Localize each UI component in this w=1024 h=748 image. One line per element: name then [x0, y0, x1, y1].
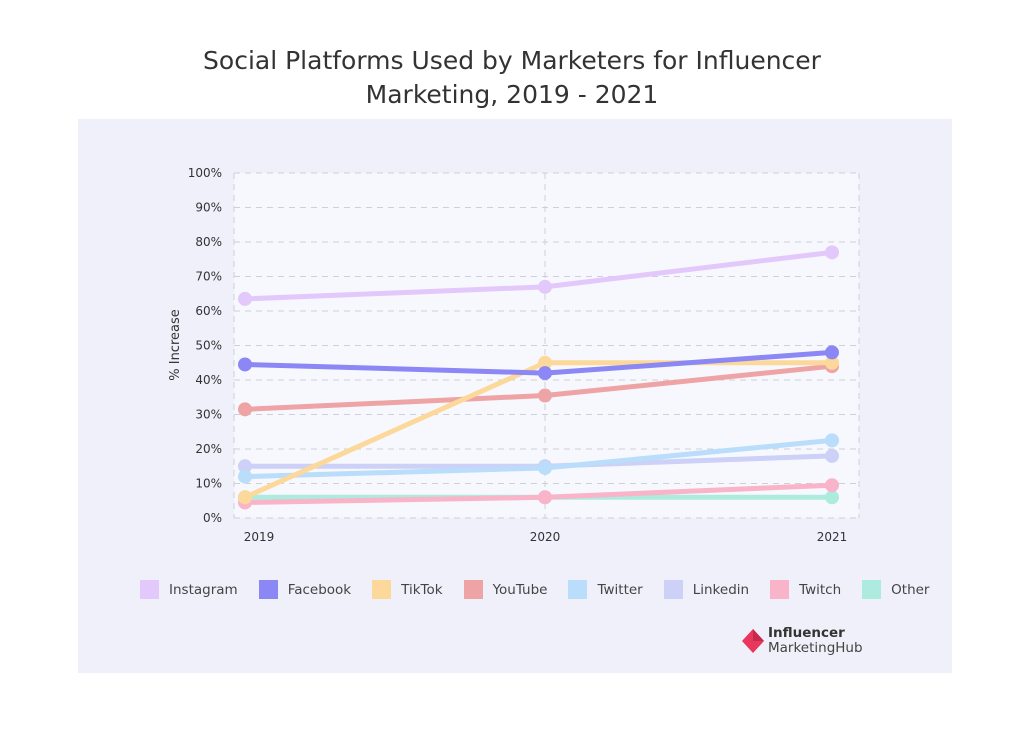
title-line-1: Social Platforms Used by Marketers for I…	[203, 46, 821, 75]
data-point	[538, 460, 552, 475]
legend-label: Linkedin	[692, 581, 750, 598]
data-point	[825, 245, 839, 260]
series-facebook	[238, 345, 839, 381]
data-point	[238, 291, 252, 306]
data-point	[538, 388, 552, 403]
series-group	[238, 245, 839, 510]
legend: Instagram Facebook TikTok YouTube Twitter Lin…	[140, 580, 951, 599]
legend-swatch	[862, 580, 882, 599]
data-point	[825, 355, 839, 370]
legend-label: Twitter	[597, 581, 643, 598]
y-tick-labels: 0% 10% 20% 30% 40% 50% 60% 70% 80% 90% 100%	[188, 166, 222, 525]
y-tick-label: 80%	[195, 235, 222, 249]
legend-swatch	[463, 580, 483, 599]
series-tiktok	[238, 355, 839, 505]
series-instagram	[238, 245, 839, 306]
series-twitter	[238, 433, 839, 484]
legend-item-instagram: Instagram	[140, 580, 238, 599]
legend-label: Other	[891, 581, 930, 598]
legend-swatch	[372, 580, 392, 599]
legend-item-facebook: Facebook	[258, 580, 352, 599]
x-tick-label: 2020	[530, 530, 561, 544]
legend-item-twitch: Twitch	[770, 580, 841, 599]
y-tick-label: 0%	[203, 511, 222, 525]
data-point	[238, 459, 252, 474]
legend-item-linkedin: Linkedin	[663, 580, 750, 599]
data-point	[538, 355, 552, 370]
legend-label: YouTube	[492, 581, 548, 598]
y-tick-label: 40%	[195, 373, 222, 387]
data-point	[238, 357, 252, 372]
data-point	[825, 345, 839, 360]
brand-line-2: MarketingHub	[768, 640, 863, 656]
y-axis-label: % Increase	[168, 309, 183, 381]
brand-line-1: Influencer	[768, 625, 845, 641]
data-point	[825, 433, 839, 448]
y-tick-label: 10%	[195, 477, 222, 491]
legend-item-tiktok: TikTok	[372, 580, 443, 599]
legend-label: TikTok	[401, 581, 443, 598]
y-tick-label: 70%	[195, 270, 222, 284]
chart-title: Social Platforms Used by Marketers for I…	[0, 44, 1024, 112]
data-point	[238, 469, 252, 484]
x-tick-labels: 2019 2020 2021	[244, 530, 848, 544]
data-point	[538, 366, 552, 381]
y-tick-label: 20%	[195, 442, 222, 456]
title-line-2: Marketing, 2019 - 2021	[365, 80, 659, 109]
legend-swatch	[258, 580, 278, 599]
data-point	[238, 490, 252, 505]
data-point	[825, 448, 839, 463]
legend-swatch	[140, 580, 159, 599]
data-point	[538, 279, 552, 294]
data-point	[538, 490, 552, 505]
gridlines	[233, 172, 860, 519]
data-point	[825, 478, 839, 493]
legend-swatch	[770, 580, 790, 599]
legend-swatch	[568, 580, 588, 599]
y-tick-label: 100%	[188, 166, 222, 180]
legend-item-twitter: Twitter	[568, 580, 643, 599]
y-tick-label: 60%	[195, 304, 222, 318]
data-point	[238, 402, 252, 417]
legend-swatch	[663, 580, 683, 599]
legend-label: Instagram	[169, 581, 238, 598]
data-point	[825, 490, 839, 505]
legend-item-youtube: YouTube	[463, 580, 548, 599]
y-tick-label: 50%	[195, 339, 222, 353]
brand-logo: Influencer MarketingHub	[740, 626, 863, 656]
x-tick-label: 2021	[817, 530, 848, 544]
y-tick-label: 30%	[195, 408, 222, 422]
y-tick-label: 90%	[195, 201, 222, 215]
legend-item-other: Other	[862, 580, 930, 599]
legend-label: Facebook	[287, 581, 352, 598]
influencer-marketing-hub-logo-icon	[742, 629, 764, 653]
legend-label: Twitch	[799, 581, 842, 598]
x-tick-label: 2019	[244, 530, 275, 544]
